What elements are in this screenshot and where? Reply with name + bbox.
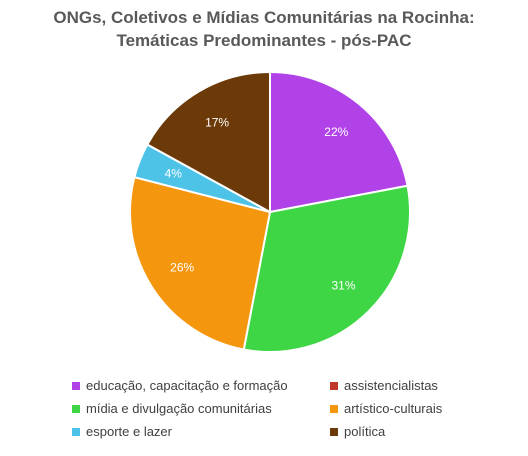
chart-title-line-1: ONGs, Coletivos e Mídias Comunitárias na… bbox=[53, 8, 475, 27]
slice-label-5: 17% bbox=[205, 116, 229, 130]
pie-chart: 22% 31% 26% 4% 17% bbox=[129, 70, 411, 353]
legend-label-3: artístico-culturais bbox=[344, 401, 443, 416]
legend-item-4: esporte e lazer bbox=[72, 424, 172, 439]
legend-swatch-1 bbox=[330, 381, 338, 390]
pie-slice-5 bbox=[145, 70, 271, 214]
slice-label-2: 31% bbox=[331, 279, 355, 293]
legend-item-2: mídia e divulgação comunitárias bbox=[72, 401, 272, 416]
pie-slice-3 bbox=[129, 175, 272, 351]
legend-swatch-2 bbox=[72, 404, 80, 413]
pie-slice-2 bbox=[242, 184, 411, 353]
pie-slice-0 bbox=[269, 70, 409, 214]
legend-item-0: educação, capacitação e formação bbox=[72, 378, 288, 393]
slice-label-4: 4% bbox=[165, 167, 183, 181]
legend-swatch-5 bbox=[330, 427, 338, 436]
legend-swatch-4 bbox=[72, 427, 80, 436]
legend-label-5: política bbox=[344, 424, 386, 439]
legend-label-1: assistencialistas bbox=[344, 378, 438, 393]
legend-label-2: mídia e divulgação comunitárias bbox=[86, 401, 272, 416]
slice-label-3: 26% bbox=[170, 261, 194, 275]
legend-item-3: artístico-culturais bbox=[330, 401, 442, 416]
slice-label-0: 22% bbox=[324, 125, 348, 139]
legend-swatch-0 bbox=[72, 381, 80, 390]
chart-title-line-2: Temáticas Predominantes - pós-PAC bbox=[116, 31, 412, 50]
legend-label-4: esporte e lazer bbox=[86, 424, 172, 439]
legend-item-1: assistencialistas bbox=[330, 378, 438, 393]
legend-label-0: educação, capacitação e formação bbox=[86, 378, 288, 393]
legend-item-5: política bbox=[330, 424, 385, 439]
chart-title: ONGs, Coletivos e Mídias Comunitárias na… bbox=[0, 6, 528, 52]
legend-swatch-3 bbox=[330, 404, 338, 413]
